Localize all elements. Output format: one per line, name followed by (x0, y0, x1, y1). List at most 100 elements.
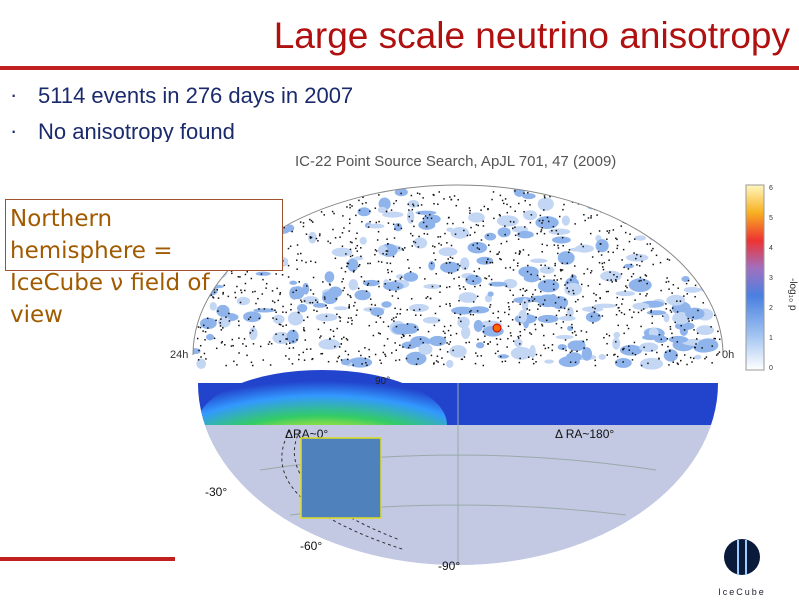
event (356, 232, 358, 234)
event (504, 267, 507, 269)
event (325, 304, 327, 307)
significance-patch (613, 331, 621, 339)
event (450, 334, 452, 337)
event (680, 197, 683, 200)
event (355, 314, 358, 316)
significance-patch (600, 270, 622, 282)
event (677, 234, 679, 237)
event (478, 267, 481, 270)
skymap-outline (192, 184, 724, 356)
event (358, 199, 360, 202)
event (332, 228, 334, 231)
event (340, 343, 343, 345)
event (285, 324, 288, 326)
event (287, 264, 290, 267)
event (676, 311, 679, 313)
event (500, 242, 503, 245)
event (217, 297, 220, 299)
event (612, 229, 615, 231)
event (389, 262, 392, 265)
event (442, 330, 445, 333)
event (517, 335, 519, 338)
event (464, 267, 466, 270)
event (694, 295, 696, 298)
event (631, 218, 633, 221)
event (342, 192, 345, 194)
event (618, 310, 621, 312)
event (569, 351, 572, 354)
event (563, 307, 566, 310)
event (640, 325, 642, 328)
event (582, 295, 584, 298)
event (477, 338, 479, 341)
event (512, 340, 515, 342)
event (393, 202, 395, 205)
event (317, 240, 319, 242)
event (504, 233, 506, 236)
event (704, 225, 706, 228)
event (458, 284, 460, 287)
event (588, 203, 591, 205)
event (320, 353, 322, 355)
event (688, 320, 690, 322)
event (200, 356, 202, 358)
bullet: No anisotropy found (38, 119, 235, 144)
event (203, 352, 206, 355)
event (400, 336, 403, 339)
event (290, 303, 292, 306)
event (249, 316, 252, 319)
event (557, 247, 560, 249)
event (292, 340, 294, 343)
event (446, 222, 449, 225)
event (245, 345, 247, 347)
event (348, 306, 350, 308)
event (489, 261, 492, 264)
significance-patch (450, 226, 470, 239)
figure-caption: IC-22 Point Source Search, ApJL 701, 47 … (295, 153, 616, 170)
event (279, 292, 282, 294)
event (568, 290, 570, 293)
event (504, 198, 507, 200)
event (379, 359, 381, 362)
significance-patch (209, 302, 217, 311)
event (569, 314, 572, 317)
event (707, 204, 709, 206)
event (669, 203, 671, 205)
event (565, 314, 568, 316)
event (395, 290, 397, 293)
event (424, 215, 427, 217)
event (377, 332, 380, 334)
event (282, 325, 284, 328)
event (344, 270, 347, 273)
event (431, 285, 434, 288)
event (696, 265, 698, 268)
event (302, 329, 305, 331)
event (448, 272, 450, 274)
event (417, 358, 419, 360)
event (593, 292, 595, 295)
event (626, 324, 628, 327)
significance-patch (348, 279, 359, 291)
event (400, 192, 402, 195)
event (591, 256, 594, 258)
event (375, 221, 378, 224)
event (382, 252, 384, 255)
event (297, 200, 299, 202)
event (253, 325, 255, 328)
significance-patch (628, 278, 652, 293)
event (361, 221, 363, 223)
event (453, 277, 455, 280)
event (399, 313, 401, 315)
event (519, 316, 521, 319)
event (660, 198, 663, 201)
event (687, 279, 690, 282)
event (705, 257, 708, 259)
event (507, 302, 510, 304)
event (311, 301, 314, 304)
event (387, 271, 389, 274)
event (505, 285, 508, 287)
event (696, 332, 699, 335)
event (718, 338, 721, 341)
event (239, 301, 242, 304)
event (387, 325, 390, 328)
